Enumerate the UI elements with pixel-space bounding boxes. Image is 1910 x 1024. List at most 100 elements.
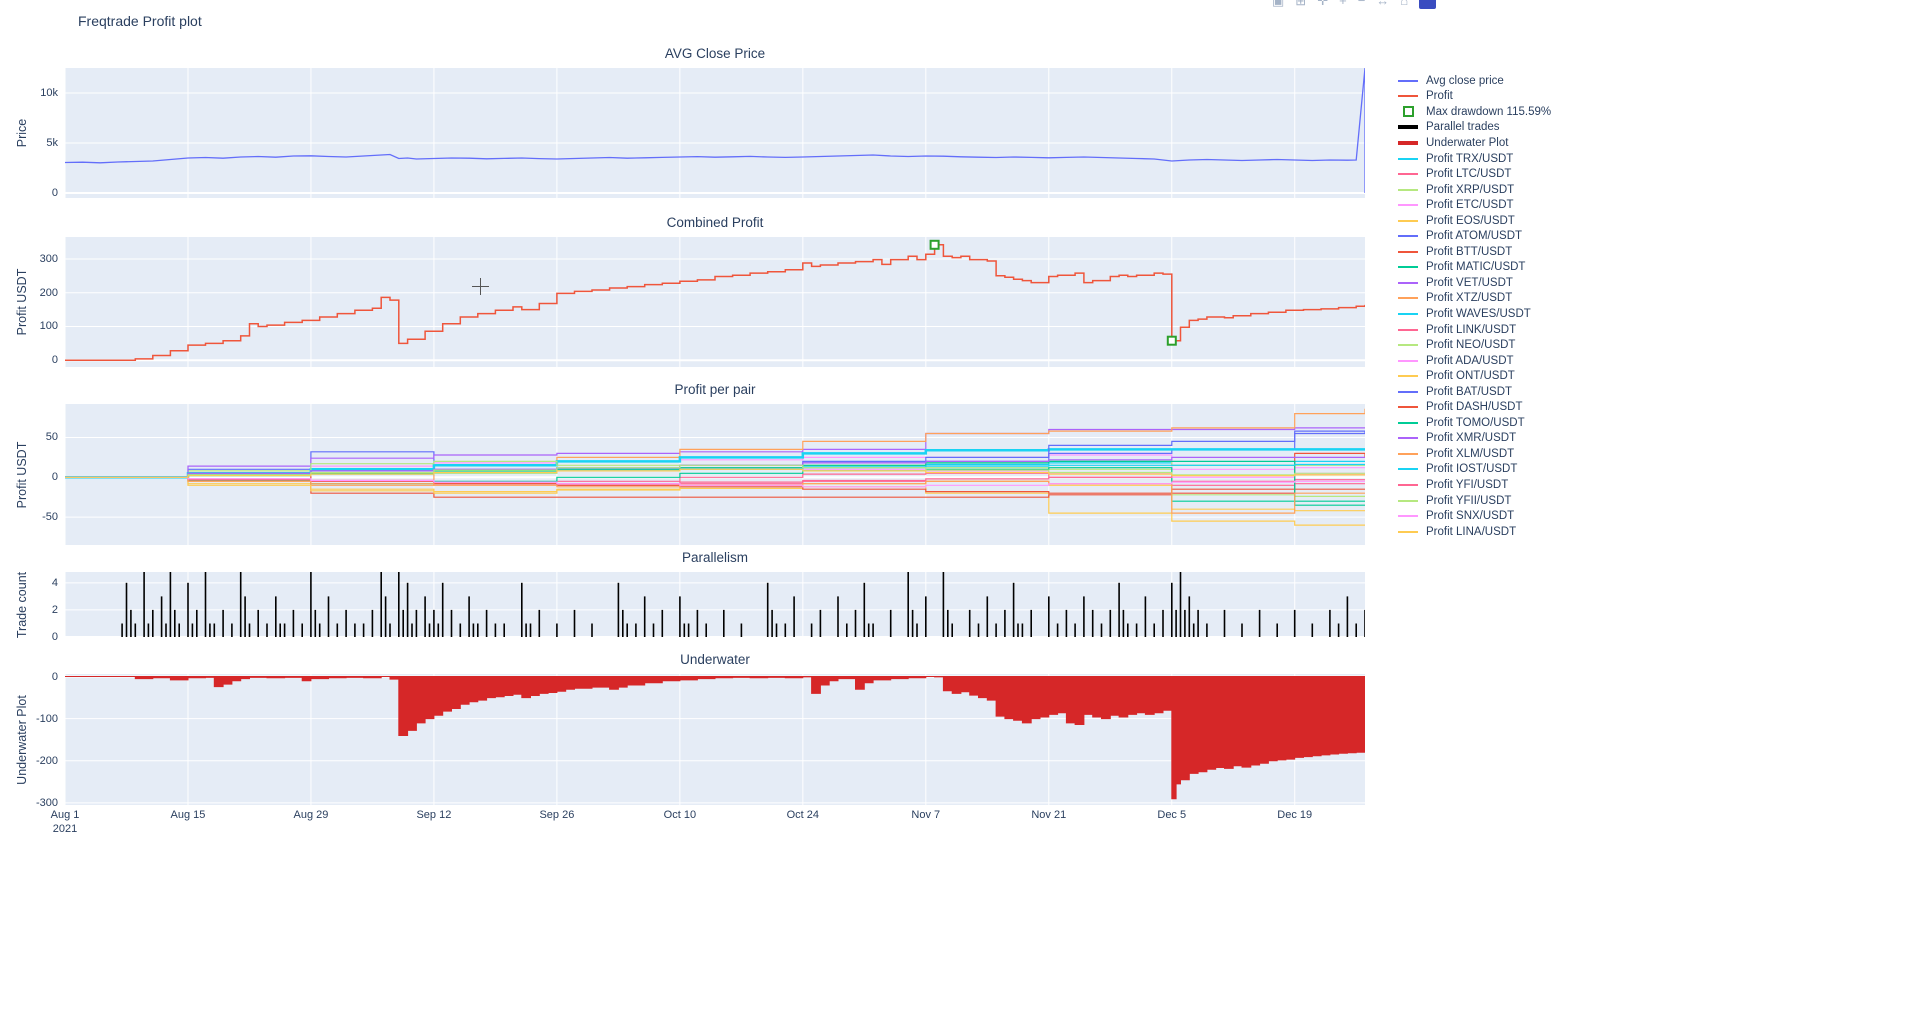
line-swatch-icon — [1398, 235, 1418, 238]
legend-item-profit-ont-usdt[interactable]: Profit ONT/USDT — [1398, 368, 1551, 384]
legend-item-profit-dash-usdt[interactable]: Profit DASH/USDT — [1398, 399, 1551, 415]
y-tick-label: 100 — [39, 320, 58, 333]
legend-item-profit-link-usdt[interactable]: Profit LINK/USDT — [1398, 322, 1551, 338]
y-tick-label: -300 — [35, 796, 58, 809]
legend-item-profit-iost-usdt[interactable]: Profit IOST/USDT — [1398, 462, 1551, 478]
legend-swatch — [1398, 140, 1418, 145]
legend-item-profit-yfi-usdt[interactable]: Profit YFI/USDT — [1398, 477, 1551, 493]
legend-item-profit-trx-usdt[interactable]: Profit TRX/USDT — [1398, 151, 1551, 167]
legend-item-profit-waves-usdt[interactable]: Profit WAVES/USDT — [1398, 306, 1551, 322]
legend-item-parallel-trades[interactable]: Parallel trades — [1398, 120, 1551, 136]
legend-item-profit-xlm-usdt[interactable]: Profit XLM/USDT — [1398, 446, 1551, 462]
legend-label: Profit VET/USDT — [1426, 276, 1513, 289]
legend-item-underwater-plot[interactable]: Underwater Plot — [1398, 135, 1551, 151]
series-profit — [65, 244, 1366, 361]
legend-label: Profit — [1426, 90, 1453, 103]
chart-title-underwater: Underwater — [680, 652, 750, 667]
legend-item-profit-xtz-usdt[interactable]: Profit XTZ/USDT — [1398, 291, 1551, 307]
plot-svg-profit-per-pair[interactable] — [64, 404, 1366, 545]
plot-underwater[interactable] — [64, 674, 1366, 810]
legend-item-profit[interactable]: Profit — [1398, 89, 1551, 105]
plot-parallelism[interactable] — [64, 569, 1366, 642]
plot-svg-parallelism[interactable] — [64, 569, 1366, 638]
legend-item-profit-xrp-usdt[interactable]: Profit XRP/USDT — [1398, 182, 1551, 198]
line-swatch-icon — [1398, 312, 1418, 315]
line-swatch-icon — [1398, 452, 1418, 455]
legend-item-profit-ltc-usdt[interactable]: Profit LTC/USDT — [1398, 166, 1551, 182]
line-swatch-icon — [1398, 328, 1418, 331]
y-tick-label: 0 — [51, 354, 58, 367]
legend-item-profit-matic-usdt[interactable]: Profit MATIC/USDT — [1398, 260, 1551, 276]
legend-label: Profit TOMO/USDT — [1426, 416, 1525, 429]
legend-item-profit-lina-usdt[interactable]: Profit LINA/USDT — [1398, 524, 1551, 540]
legend-item-profit-neo-usdt[interactable]: Profit NEO/USDT — [1398, 337, 1551, 353]
plot-profit-per-pair[interactable] — [64, 404, 1366, 550]
y-tick-label: 5k — [46, 137, 58, 149]
legend-label: Profit EOS/USDT — [1426, 214, 1515, 227]
legend-swatch — [1398, 173, 1418, 176]
legend-swatch — [1398, 297, 1418, 300]
legend-swatch — [1398, 266, 1418, 269]
legend-item-profit-etc-usdt[interactable]: Profit ETC/USDT — [1398, 197, 1551, 213]
legend-item-profit-tomo-usdt[interactable]: Profit TOMO/USDT — [1398, 415, 1551, 431]
legend-label: Profit ADA/USDT — [1426, 354, 1514, 367]
legend-item-profit-ada-usdt[interactable]: Profit ADA/USDT — [1398, 353, 1551, 369]
legend-item-profit-yfii-usdt[interactable]: Profit YFII/USDT — [1398, 493, 1551, 509]
chart-title-combined-profit: Combined Profit — [666, 215, 764, 230]
x-tick-label: Sep 26 — [539, 809, 575, 821]
legend-item-profit-snx-usdt[interactable]: Profit SNX/USDT — [1398, 508, 1551, 524]
y-tick-label: 0 — [51, 670, 58, 683]
legend-swatch — [1398, 157, 1418, 160]
legend-swatch — [1398, 281, 1418, 284]
autoscale-icon[interactable]: ↔ — [1376, 0, 1390, 8]
line-swatch-icon — [1398, 157, 1418, 160]
max-drawdown-marker — [1166, 335, 1177, 346]
plot-combined-profit[interactable] — [64, 237, 1366, 372]
legend-item-profit-xmr-usdt[interactable]: Profit XMR/USDT — [1398, 431, 1551, 447]
chart-title-profit-per-pair: Profit per pair — [674, 382, 756, 397]
zoom-out-icon[interactable]: − — [1357, 0, 1366, 8]
legend-label: Profit ATOM/USDT — [1426, 230, 1523, 243]
legend-item-profit-btt-usdt[interactable]: Profit BTT/USDT — [1398, 244, 1551, 260]
chart-title-parallelism: Parallelism — [681, 550, 749, 565]
line-swatch-icon — [1398, 250, 1418, 253]
plot-svg-combined-profit[interactable] — [64, 237, 1366, 367]
x-tick-label: Oct 24 — [786, 809, 820, 821]
legend-swatch — [1398, 235, 1418, 238]
legend-item-profit-atom-usdt[interactable]: Profit ATOM/USDT — [1398, 228, 1551, 244]
legend-swatch — [1398, 250, 1418, 253]
legend-item-avg-close-price[interactable]: Avg close price — [1398, 73, 1551, 89]
pan-icon[interactable]: ✛ — [1317, 0, 1329, 8]
line-swatch-icon — [1398, 406, 1418, 409]
line-swatch-icon — [1398, 266, 1418, 269]
legend-item-profit-bat-usdt[interactable]: Profit BAT/USDT — [1398, 384, 1551, 400]
legend-label: Profit LINK/USDT — [1426, 323, 1517, 336]
y-tick-label: 10k — [40, 87, 58, 99]
plot-svg-underwater[interactable] — [64, 674, 1366, 805]
legend-swatch — [1398, 219, 1418, 222]
camera-icon[interactable]: ▣ — [1272, 0, 1285, 8]
legend-item-max-drawdown-115-59[interactable]: Max drawdown 115.59% — [1398, 104, 1551, 120]
plot-avg-close-price[interactable] — [64, 67, 1366, 203]
line-swatch-icon — [1398, 390, 1418, 393]
legend-swatch — [1398, 79, 1418, 82]
legend-swatch — [1398, 452, 1418, 455]
plot-svg-avg-close-price[interactable] — [64, 67, 1366, 198]
legend-item-profit-vet-usdt[interactable]: Profit VET/USDT — [1398, 275, 1551, 291]
legend-label: Profit ETC/USDT — [1426, 199, 1514, 212]
legend-item-profit-eos-usdt[interactable]: Profit EOS/USDT — [1398, 213, 1551, 229]
zoom-in-icon[interactable]: + — [1339, 0, 1347, 8]
series-avg-close-price — [64, 67, 1366, 193]
legend-label: Underwater Plot — [1426, 136, 1509, 149]
legend-label: Profit BAT/USDT — [1426, 385, 1513, 398]
reset-axes-icon[interactable]: ⌂ — [1400, 0, 1409, 8]
series-snx-usdt — [65, 476, 1365, 488]
zoom-icon[interactable]: ⊞ — [1295, 0, 1307, 8]
plotly-logo[interactable] — [1419, 0, 1437, 9]
line-swatch-icon — [1398, 437, 1418, 440]
series-lina-usdt — [65, 468, 1365, 478]
line-swatch-icon — [1398, 421, 1418, 424]
legend-swatch — [1398, 437, 1418, 440]
parallelism-bars — [121, 569, 1366, 637]
y-tick-label: 0 — [51, 631, 58, 643]
